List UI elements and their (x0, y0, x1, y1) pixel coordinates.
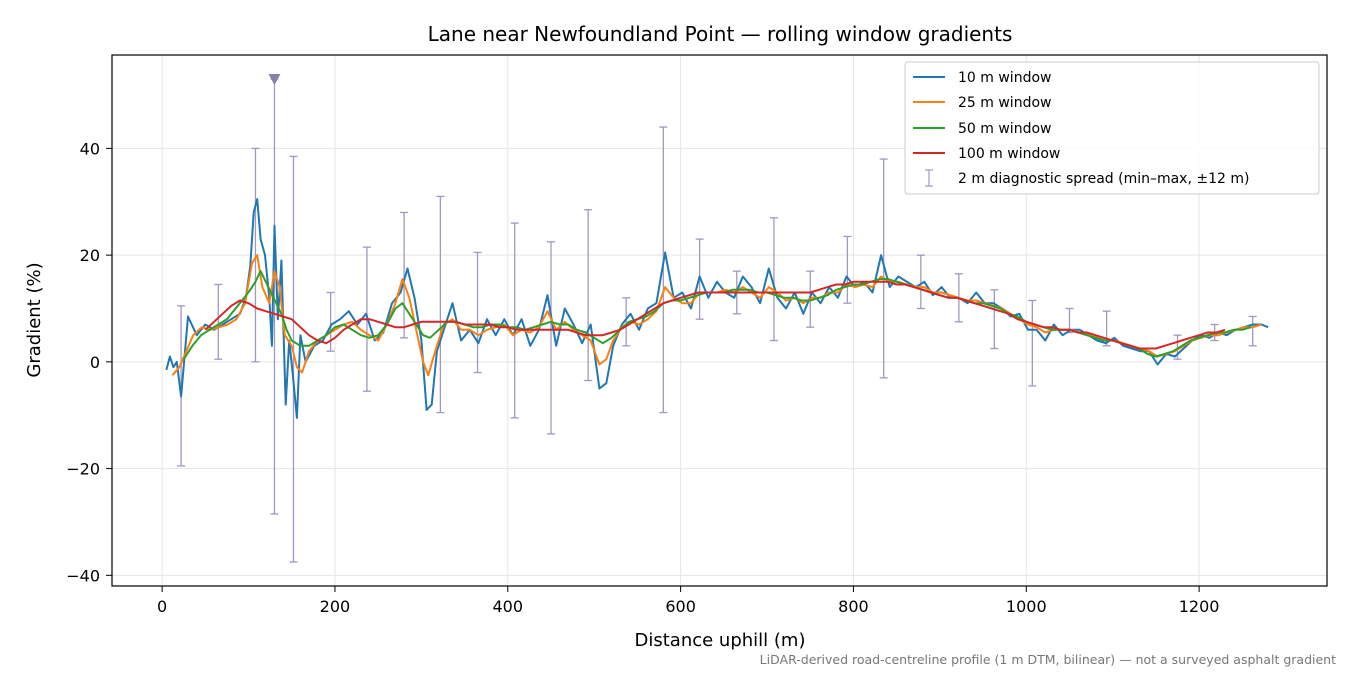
legend: 10 m window 25 m window 50 m window 100 … (904, 61, 1320, 195)
legend-label-25m: 25 m window (958, 95, 1051, 111)
marker-layer (268, 74, 281, 86)
series-line-100m (204, 280, 1226, 350)
peak-marker-triangle (268, 74, 281, 86)
y-axis-title: Gradient (%) (24, 262, 45, 377)
y-tick-label: 20 (80, 246, 100, 265)
spread-errorbar (769, 217, 778, 342)
spread-errorbar (436, 195, 445, 414)
legend-label-10m: 10 m window (958, 70, 1051, 86)
spread-errorbar (1028, 299, 1037, 387)
spread-errorbar (546, 241, 555, 435)
footnote: LiDAR-derived road-centreline profile (1… (760, 652, 1336, 667)
y-tick-label: −20 (66, 460, 100, 479)
y-tick-label: 40 (80, 139, 100, 158)
y-tick-label: 0 (90, 353, 100, 372)
series-line-25m (171, 254, 1262, 377)
x-axis-ticks: 0 200 400 600 800 1000 1200 (157, 586, 1219, 616)
x-tick-label: 0 (157, 597, 167, 616)
x-axis-title: Distance uphill (m) (635, 630, 806, 651)
x-tick-label: 1000 (1006, 597, 1047, 616)
spread-errorbar (251, 147, 260, 363)
legend-label-spread: 2 m diagnostic spread (min–max, ±12 m) (958, 171, 1249, 187)
spread-errorbar (1248, 315, 1257, 347)
y-axis-ticks: −40 −20 0 20 40 (66, 139, 112, 585)
spread-errorbar (214, 283, 223, 360)
spread-errorbar (584, 209, 593, 382)
plot-frame (111, 54, 1328, 587)
y-tick-label: −40 (66, 566, 100, 585)
spread-errorbar (843, 235, 852, 304)
series-line-10m (165, 198, 1269, 419)
spread-errorbar (473, 251, 482, 374)
chart-title: Lane near Newfoundland Point — rolling w… (428, 22, 1013, 46)
spread-errorbar (622, 297, 631, 347)
x-tick-label: 200 (320, 597, 351, 616)
spread-errorbar (510, 222, 519, 419)
x-tick-label: 600 (665, 597, 696, 616)
x-tick-label: 800 (838, 597, 869, 616)
series-lines (165, 198, 1269, 419)
spread-errorbar (990, 289, 999, 350)
legend-label-100m: 100 m window (958, 146, 1060, 162)
x-tick-label: 1200 (1179, 597, 1220, 616)
legend-box (904, 61, 1320, 195)
x-tick-label: 400 (493, 597, 524, 616)
spread-errorbar (289, 155, 298, 563)
legend-swatch-spread (925, 169, 933, 187)
spread-errorbar (400, 211, 409, 339)
spread-errorbar (916, 254, 925, 310)
legend-label-50m: 50 m window (958, 121, 1051, 137)
spread-errorbar (659, 126, 668, 414)
